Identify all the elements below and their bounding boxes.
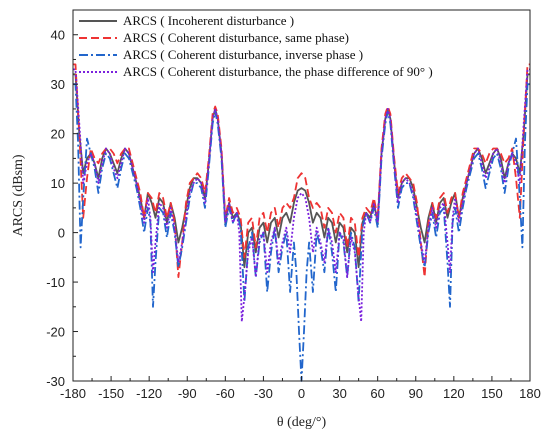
y-tick-label: -30 bbox=[46, 374, 65, 389]
x-tick-label: -120 bbox=[136, 386, 162, 401]
x-tick-label: 180 bbox=[519, 386, 541, 401]
y-tick-label: 20 bbox=[51, 127, 65, 142]
y-tick-label: -10 bbox=[46, 275, 65, 290]
x-tick-label: 120 bbox=[443, 386, 465, 401]
y-axis-label: ARCS (dBsm) bbox=[11, 154, 26, 236]
x-tick-label: -30 bbox=[254, 386, 273, 401]
y-axis: -30 -20 -10 0 10 20 30 40 bbox=[46, 28, 78, 389]
y-tick-label: -20 bbox=[46, 325, 65, 340]
series-line-1 bbox=[73, 73, 530, 269]
legend-label: ARCS ( Coherent disturbance, inverse pha… bbox=[123, 47, 363, 62]
x-tick-label: -180 bbox=[60, 386, 86, 401]
x-tick-label: -150 bbox=[98, 386, 124, 401]
series-line-2 bbox=[73, 63, 530, 278]
y-tick-label: 0 bbox=[58, 226, 65, 241]
legend-label: ARCS ( Coherent disturbance, same phase) bbox=[123, 30, 349, 45]
legend: ARCS ( Incoherent disturbance ) ARCS ( Co… bbox=[79, 13, 433, 79]
legend-label: ARCS ( Coherent disturbance, the phase d… bbox=[123, 64, 433, 79]
x-tick-label: 150 bbox=[481, 386, 503, 401]
plot-area bbox=[73, 63, 530, 382]
y-tick-label: 30 bbox=[51, 77, 65, 92]
x-tick-label: 60 bbox=[370, 386, 384, 401]
x-tick-label: 90 bbox=[409, 386, 423, 401]
x-tick-label: -60 bbox=[216, 386, 235, 401]
y-tick-label: 40 bbox=[51, 28, 65, 43]
series-line-3 bbox=[73, 83, 530, 382]
x-tick-label: 0 bbox=[298, 386, 305, 401]
x-axis: -180 -150 -120 -90 -60 -30 0 30 60 90 120 150 180 bbox=[60, 376, 541, 401]
x-tick-label: -90 bbox=[178, 386, 197, 401]
y-tick-label: 10 bbox=[51, 176, 65, 191]
x-tick-label: 30 bbox=[332, 386, 346, 401]
legend-label: ARCS ( Incoherent disturbance ) bbox=[123, 13, 294, 28]
x-axis-label: θ (deg/°) bbox=[277, 415, 327, 430]
